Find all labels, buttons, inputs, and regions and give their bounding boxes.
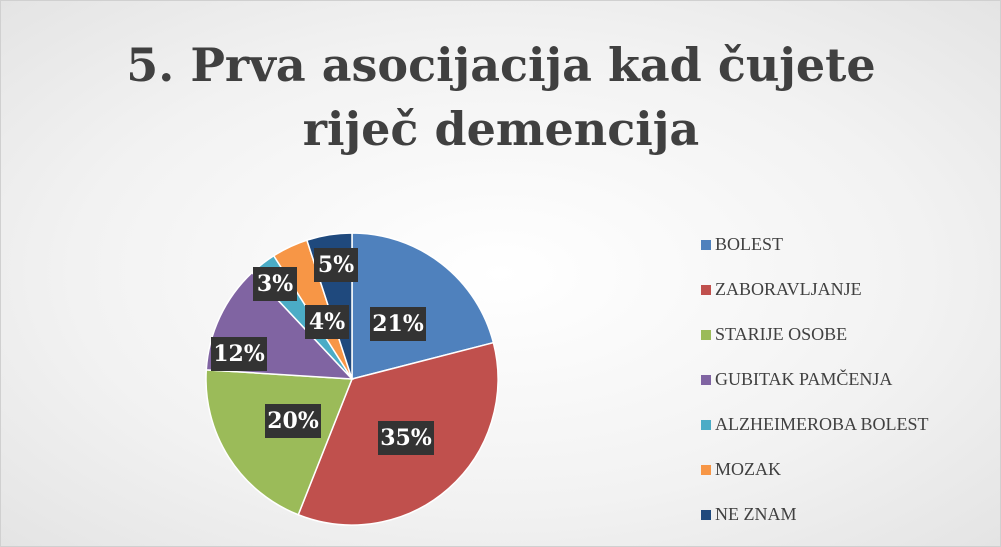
data-label: 5% [318,252,354,278]
legend-swatch [701,465,711,475]
chart-title: 5. Prva asocijacija kad čujete riječ dem… [126,38,876,156]
legend-label: BOLEST [715,234,783,254]
data-label-box [370,307,426,341]
legend-label: NE ZNAM [715,504,797,524]
legend-label: ZABORAVLJANJE [715,279,862,299]
data-label-box [211,337,267,371]
legend-label: STARIJE OSOBE [715,324,847,344]
legend-swatch [701,240,711,250]
data-label: 12% [213,341,265,367]
data-label: 4% [309,309,345,335]
pie-slice [351,232,495,380]
legend-swatch [701,285,711,295]
data-label-box [305,305,349,339]
data-label: 3% [257,271,293,297]
data-label: 35% [380,425,432,451]
legend-label: GUBITAK PAMČENJA [715,368,892,389]
legend-swatch [701,330,711,340]
data-label-box [253,267,297,301]
legend-swatch [701,510,711,520]
legend-label: MOZAK [715,459,781,479]
legend-swatch [701,375,711,385]
data-label-box [314,248,358,282]
data-label-box [265,404,321,438]
data-label: 20% [267,408,319,434]
legend-label: ALZHEIMEROBA BOLEST [715,414,929,434]
data-label-box [378,421,434,455]
legend-swatch [701,420,711,430]
data-label: 21% [372,311,424,337]
